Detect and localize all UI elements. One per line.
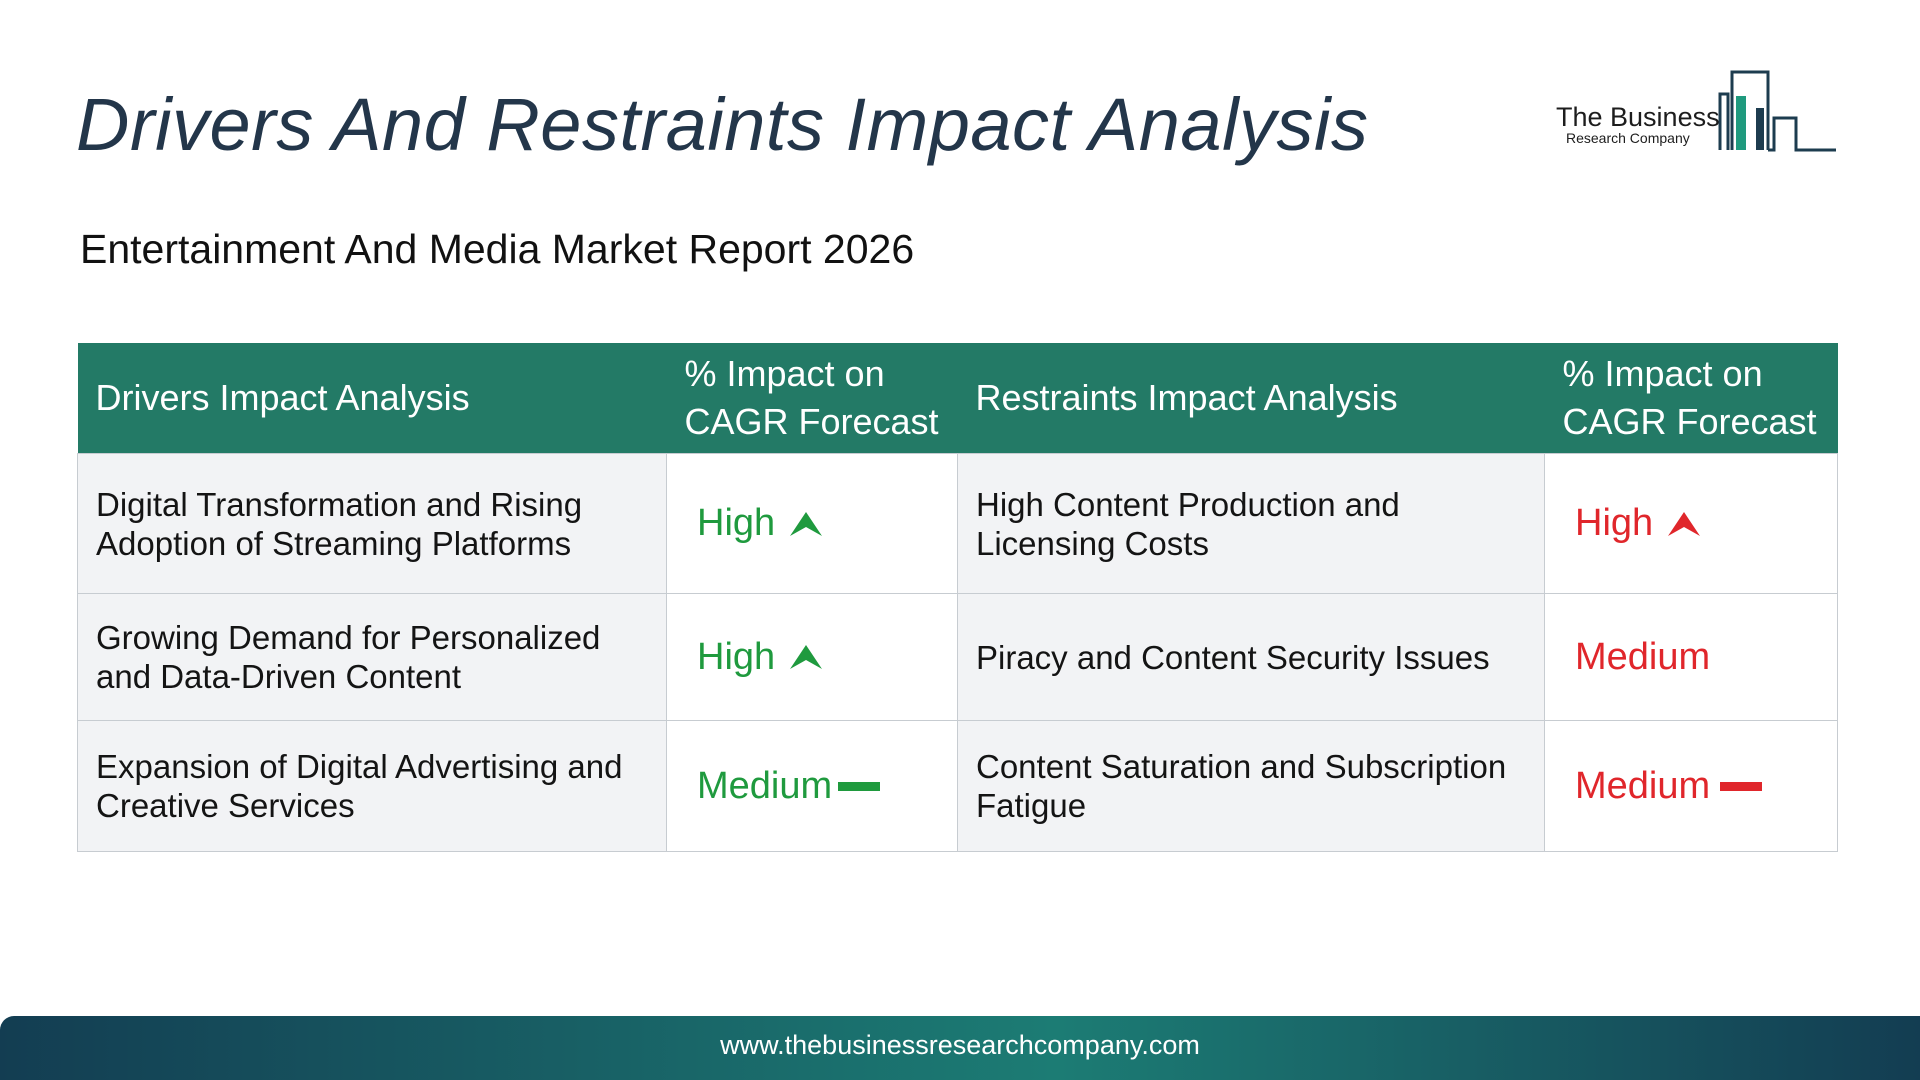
restraint-cell: High Content Production and Licensing Co… xyxy=(957,453,1545,594)
restraint-cell: Piracy and Content Security Issues xyxy=(957,593,1545,721)
header-restraints-impact: % Impact on CAGR Forecast xyxy=(1544,343,1838,454)
restraint-impact-cell: Medium xyxy=(1544,720,1838,852)
driver-impact-level: High xyxy=(697,635,776,678)
driver-impact-level: Medium xyxy=(697,764,833,807)
logo-text-secondary: Research Company xyxy=(1566,130,1690,146)
logo-bars-icon xyxy=(1718,70,1836,152)
logo-text-primary: The Business xyxy=(1556,102,1720,132)
driver-impact-cell: Medium xyxy=(666,720,958,852)
header-drivers-impact: % Impact on CAGR Forecast xyxy=(666,343,958,454)
page-subtitle: Entertainment And Media Market Report 20… xyxy=(80,226,915,272)
arrow-up-icon xyxy=(790,511,823,536)
restraint-impact-cell: High xyxy=(1544,453,1838,594)
table-row: Expansion of Digital Advertising and Cre… xyxy=(77,720,1838,852)
table-header-row: Drivers Impact Analysis % Impact on CAGR… xyxy=(77,343,1838,454)
table-row: Growing Demand for Personalized and Data… xyxy=(77,593,1838,721)
footer-website-link[interactable]: www.thebusinessresearchcompany.com xyxy=(720,1030,1200,1060)
driver-impact-cell: High xyxy=(666,593,958,721)
arrow-up-icon xyxy=(1668,511,1701,536)
restraint-impact-level: Medium xyxy=(1575,764,1711,807)
driver-impact-level: High xyxy=(697,502,776,544)
driver-cell: Digital Transformation and Rising Adopti… xyxy=(77,453,667,594)
company-logo: The Business Research Company xyxy=(1550,66,1840,156)
header-restraints: Restraints Impact Analysis xyxy=(957,343,1545,454)
driver-cell: Growing Demand for Personalized and Data… xyxy=(77,593,667,721)
dash-icon xyxy=(1720,781,1763,791)
restraint-cell: Content Saturation and Subscription Fati… xyxy=(957,720,1545,852)
table-row: Digital Transformation and Rising Adopti… xyxy=(77,453,1838,594)
restraint-impact-level: High xyxy=(1575,502,1654,544)
page-title: Drivers And Restraints Impact Analysis xyxy=(76,83,1369,166)
header-drivers: Drivers Impact Analysis xyxy=(77,343,667,454)
restraint-impact-level: Medium xyxy=(1575,635,1711,678)
impact-table: Drivers Impact Analysis % Impact on CAGR… xyxy=(77,343,1838,852)
driver-impact-cell: High xyxy=(666,453,958,594)
footer-bar: www.thebusinessresearchcompany.com xyxy=(0,1016,1920,1080)
arrow-up-icon xyxy=(790,645,823,669)
restraint-impact-cell: Medium xyxy=(1544,593,1838,721)
driver-cell: Expansion of Digital Advertising and Cre… xyxy=(77,720,667,852)
dash-icon xyxy=(838,781,881,791)
